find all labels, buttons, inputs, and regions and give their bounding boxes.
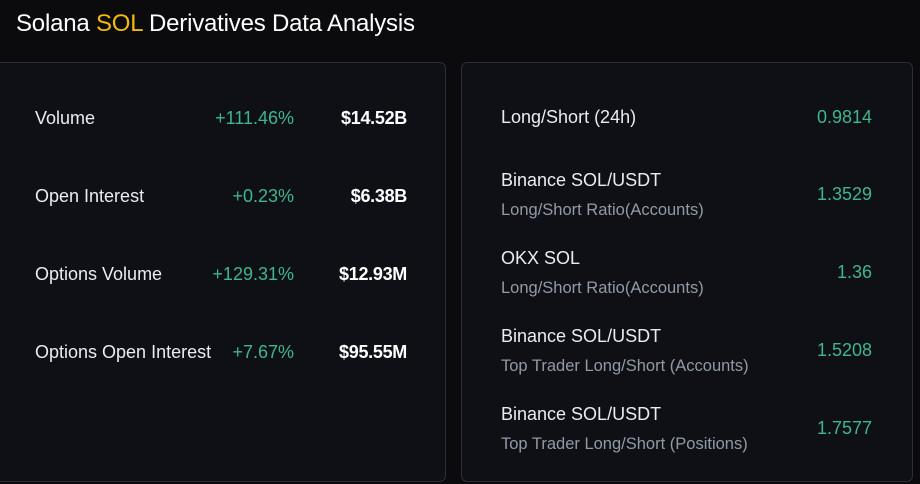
stat-value: $12.93M: [339, 264, 407, 284]
ratio-value: 1.7577: [816, 418, 872, 438]
title-suffix: Derivatives Data Analysis: [142, 10, 415, 37]
ratio-sublabel: Long/Short Ratio(Accounts): [501, 279, 704, 297]
stat-label: Options Volume: [35, 264, 163, 284]
ratio-label: Binance SOL/USDT: [501, 170, 662, 190]
ratio-row-okx-accounts: OKX SOL Long/Short Ratio(Accounts) 1.36: [462, 245, 912, 301]
stat-row-options-open-interest: Options Open Interest +7.67% $95.55M: [0, 337, 447, 367]
page-title: Solana SOL Derivatives Data Analysis: [16, 8, 415, 40]
ratio-row-binance-accounts: Binance SOL/USDT Long/Short Ratio(Accoun…: [462, 167, 912, 223]
stat-label: Options Open Interest: [35, 342, 212, 362]
ratio-sublabel: Top Trader Long/Short (Positions): [501, 435, 748, 453]
ratio-sublabel: Top Trader Long/Short (Accounts): [501, 357, 749, 375]
stat-row-options-volume: Options Volume +129.31% $12.93M: [0, 259, 447, 289]
ratio-row-long-short-24h: Long/Short (24h) 0.9814: [462, 104, 912, 134]
title-symbol: SOL: [96, 10, 143, 37]
stat-label: Open Interest: [35, 186, 145, 206]
stat-change: +129.31%: [212, 264, 294, 284]
ratio-row-binance-top-trader-positions: Binance SOL/USDT Top Trader Long/Short (…: [462, 401, 912, 457]
title-prefix: Solana: [16, 10, 96, 37]
stat-row-volume: Volume +111.46% $14.52B: [0, 103, 447, 133]
stat-value: $95.55M: [339, 342, 407, 362]
stat-value: $14.52B: [341, 108, 407, 128]
stat-label: Volume: [35, 108, 96, 128]
ratio-label: Binance SOL/USDT: [501, 404, 662, 424]
ratio-value: 1.36: [836, 262, 872, 282]
stat-row-open-interest: Open Interest +0.23% $6.38B: [0, 181, 447, 211]
ratio-label: OKX SOL: [501, 248, 581, 268]
ratio-label: Binance SOL/USDT: [501, 326, 662, 346]
stat-change: +111.46%: [215, 108, 294, 128]
ratio-value: 1.5208: [816, 340, 872, 360]
stat-value: $6.38B: [350, 186, 408, 206]
ratio-row-binance-top-trader-accounts: Binance SOL/USDT Top Trader Long/Short (…: [462, 323, 912, 379]
long-short-panel: Long/Short (24h) 0.9814 Binance SOL/USDT…: [461, 62, 913, 482]
stat-change: +0.23%: [232, 186, 294, 206]
ratio-label: Long/Short (24h): [501, 107, 637, 127]
stat-change: +7.67%: [232, 342, 294, 362]
market-stats-panel: Volume +111.46% $14.52B Open Interest +0…: [0, 62, 446, 482]
ratio-value: 0.9814: [816, 107, 872, 127]
ratio-value: 1.3529: [816, 184, 872, 204]
ratio-sublabel: Long/Short Ratio(Accounts): [501, 201, 704, 219]
